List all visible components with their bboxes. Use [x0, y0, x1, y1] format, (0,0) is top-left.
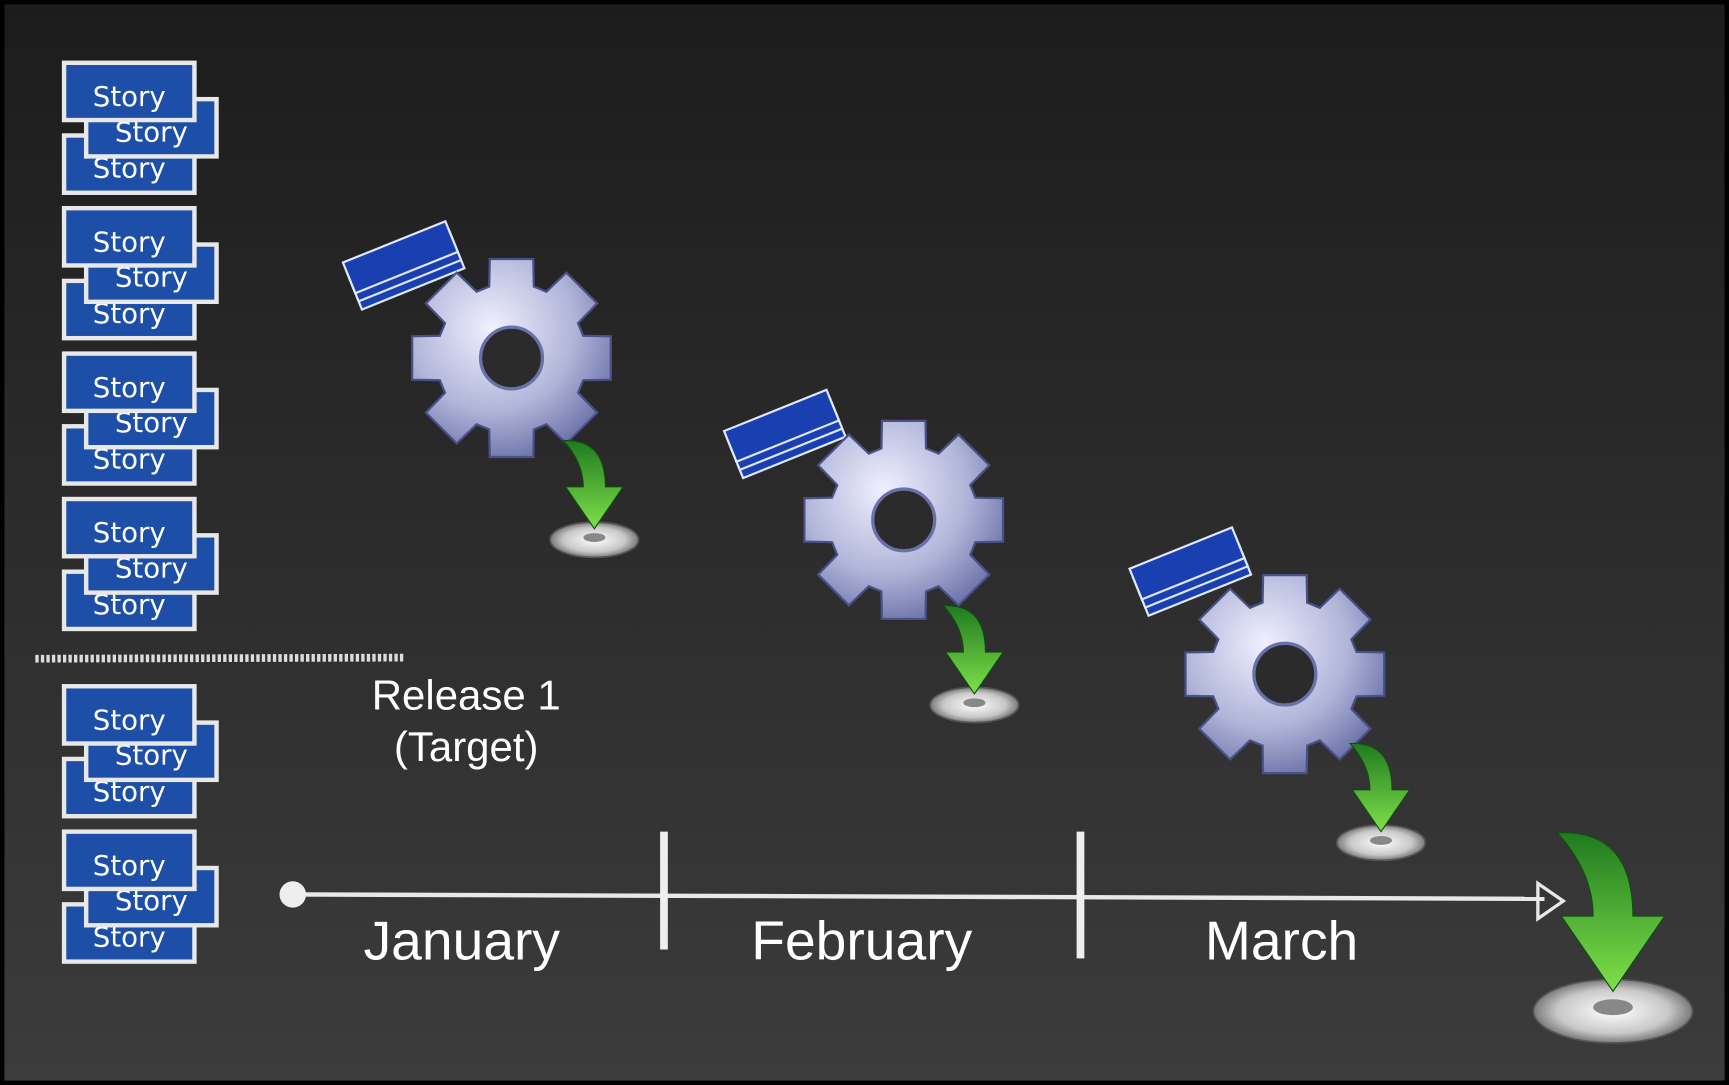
month-label: January	[364, 910, 561, 972]
story-label: Story	[93, 704, 166, 737]
gear-hole	[1252, 641, 1318, 707]
story-card	[61, 205, 197, 268]
story-card	[61, 684, 197, 746]
story-stacks: StoryStoryStoryStoryStoryStoryStoryStory…	[61, 60, 219, 964]
story-label: Story	[93, 849, 166, 882]
iterations	[341, 219, 1694, 1044]
backlog-book	[722, 388, 847, 480]
book-page	[341, 219, 460, 295]
timeline: January February March	[279, 831, 1567, 972]
story-label: Story	[93, 371, 166, 404]
month-label: March	[1205, 910, 1358, 972]
backlog-book	[1128, 526, 1253, 618]
book-page	[1128, 526, 1246, 601]
release-label: Release 1	[372, 671, 561, 718]
download-arrow	[1556, 832, 1666, 993]
iteration	[722, 388, 1020, 724]
timeline-axis	[292, 892, 1545, 902]
timeline-arrowhead	[1536, 880, 1567, 922]
download-arrow	[942, 605, 1005, 695]
book-page	[722, 388, 841, 464]
month-label: February	[751, 910, 972, 972]
final-release	[1532, 832, 1694, 1044]
disc-hole	[583, 533, 606, 542]
story-card	[61, 496, 197, 559]
iteration	[341, 219, 640, 559]
download-arrow	[1348, 742, 1411, 833]
release-cut-line	[35, 653, 406, 663]
story-label: Story	[93, 516, 166, 549]
disc-hole	[963, 698, 986, 708]
timeline-start	[279, 881, 307, 908]
gear-hole	[478, 325, 545, 391]
story-card	[61, 829, 197, 892]
backlog-book	[341, 219, 466, 311]
download-arrow	[562, 440, 625, 530]
gear-hole	[871, 487, 937, 553]
disc-hole	[1369, 836, 1393, 845]
story-card	[61, 351, 197, 414]
story-label: Story	[93, 80, 166, 113]
release-label: (Target)	[394, 723, 539, 770]
iteration	[1128, 526, 1427, 862]
story-label: Story	[93, 225, 166, 258]
disc-hole	[1593, 999, 1633, 1016]
story-card	[61, 60, 197, 123]
